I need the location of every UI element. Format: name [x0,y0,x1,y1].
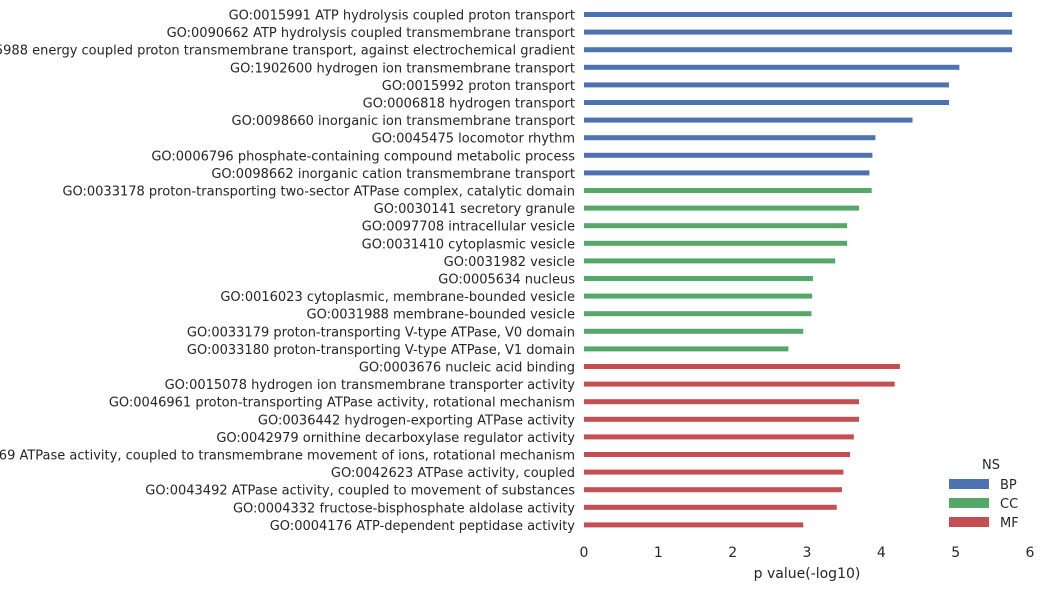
category-label: GO:0006796 phosphate-containing compound… [151,149,575,164]
bar-mf [584,452,851,457]
bar-cc [584,346,789,352]
category-label: GO:0004176 ATP-dependent peptidase activ… [270,519,576,534]
bar-mf [584,381,895,387]
category-label: GO:0033178 proton-transporting two-secto… [62,185,575,200]
bar-mf [584,487,842,493]
category-label: GO:0098660 inorganic ion transmembrane t… [232,114,575,129]
legend-title: NS [982,458,1000,473]
category-label: GO:0004332 fructose-bisphosphate aldolas… [233,501,575,516]
legend-label: MF [1000,516,1019,531]
legend-swatch-mf [949,517,989,527]
category-label: GO:0090662 ATP hydrolysis coupled transm… [167,26,575,41]
category-label: GO:0031410 cytoplasmic vesicle [362,237,575,252]
bar-bp [584,135,876,141]
bar-bp [584,82,949,88]
category-label: GO:0003676 nucleic acid binding [359,361,575,376]
bar-mf [584,469,844,475]
legend-swatch-bp [949,479,989,489]
bar-bp [584,47,1013,53]
bar-bp [584,29,1013,35]
x-tick-label: 5 [951,545,960,561]
x-tick-label: 1 [654,545,663,561]
bar-bp [584,170,870,176]
category-label: GO:0045475 locomotor rhythm [372,132,575,147]
category-label: GO:0046961 proton-transporting ATPase ac… [109,396,575,411]
bar-mf [584,522,804,528]
bar-mf [584,434,854,440]
bar-mf [584,399,860,405]
category-labels: GO:0015991 ATP hydrolysis coupled proton… [0,9,575,534]
category-label: GO:1902600 hydrogen ion transmembrane tr… [230,61,575,76]
category-label: GO:0030141 secretory granule [374,202,575,217]
bar-mf [584,364,900,369]
bars [584,12,1013,528]
x-axis-label: p value(-log10) [754,566,861,582]
bar-cc [584,223,848,229]
bar-bp [584,64,960,70]
legend-swatch-cc [949,498,989,508]
category-label: GO:0044769 ATPase activity, coupled to t… [0,449,575,464]
bar-bp [584,100,949,105]
category-label: GO:0015078 hydrogen ion transmembrane tr… [165,378,576,393]
bar-cc [584,188,872,193]
category-label: GO:0097708 intracellular vesicle [362,220,575,235]
bar-cc [584,293,813,299]
category-label: GO:0005634 nucleus [438,273,575,288]
bar-cc [584,311,812,317]
x-tick-label: 0 [580,545,589,561]
category-label: GO:0015991 ATP hydrolysis coupled proton… [229,9,575,24]
category-label: GO:0015992 proton transport [382,79,575,94]
bar-mf [584,416,860,422]
x-tick-label: 6 [1026,545,1035,561]
legend-label: CC [1000,497,1018,512]
bar-bp [584,12,1013,17]
bar-bp [584,152,873,158]
category-label: GO:0043492 ATPase activity, coupled to m… [145,484,575,499]
category-label: GO:0042979 ornithine decarboxylase regul… [216,431,575,446]
x-tick-label: 4 [877,545,886,561]
x-tick-label: 2 [728,545,737,561]
category-label: GO:0031982 vesicle [444,255,575,270]
category-label: GO:0036442 hydrogen-exporting ATPase act… [258,413,575,428]
category-label: GO:0033180 proton-transporting V-type AT… [187,343,575,358]
bar-mf [584,504,837,510]
bar-cc [584,276,813,281]
bar-cc [584,328,804,334]
bar-cc [584,240,848,246]
category-label: GO:0033179 proton-transporting V-type AT… [187,325,575,340]
category-label: GO:0098662 inorganic cation transmembran… [211,167,575,182]
category-label: GO:0031988 membrane-bounded vesicle [307,308,575,323]
x-axis-ticks: 0 1 2 3 4 5 6 [580,545,1035,561]
category-label: GO:0042623 ATPase activity, coupled [331,466,575,481]
bar-cc [584,205,860,211]
bar-bp [584,117,913,123]
category-label: GO:0006818 hydrogen transport [363,97,575,112]
legend-label: BP [1000,478,1017,493]
x-tick-label: 3 [803,545,812,561]
bar-cc [584,258,836,264]
category-label: GO:0016023 cytoplasmic, membrane-bounded… [220,290,575,305]
category-label: GO:0015988 energy coupled proton transme… [0,44,575,59]
